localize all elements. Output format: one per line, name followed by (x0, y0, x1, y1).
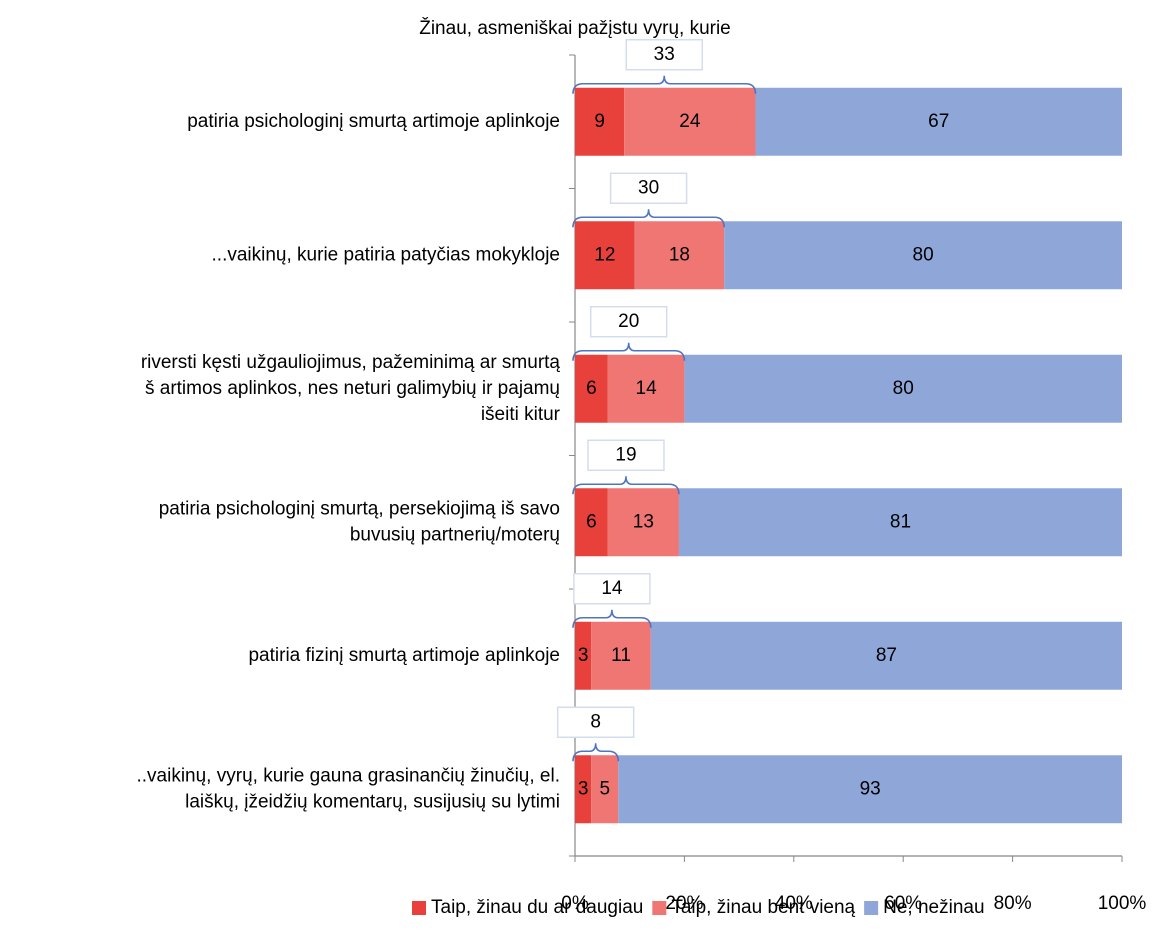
bar-segment (650, 621, 1122, 690)
bar-segment (678, 488, 1122, 557)
legend-swatch (652, 901, 667, 915)
data-label: 14 (636, 378, 658, 399)
x-tick-label: 100% (1098, 893, 1147, 914)
x-tick-label: 20% (665, 893, 703, 914)
data-label: 13 (633, 511, 654, 532)
y-tick-label: ...vaikinų, kurie patiria patyčias mokyk… (212, 244, 560, 265)
bar-segment (591, 621, 651, 690)
total-brace (572, 209, 725, 228)
bar-segment (618, 755, 1122, 824)
x-tick-label: 40% (775, 893, 813, 914)
bar-segment (575, 755, 592, 824)
y-tick-label: patiria fizinį smurtą artimoje aplinkoje (248, 645, 560, 666)
data-label: 80 (893, 378, 914, 399)
data-label: 3 (578, 778, 589, 799)
y-tick-label: laiškų, įžeidžių komentarų, susijusių su… (185, 791, 560, 812)
chart-title: Žinau, asmeniškai pažįstu vyrų, kurie (419, 17, 731, 39)
data-label: 9 (594, 111, 605, 132)
legend-swatch (864, 901, 879, 915)
data-label: 80 (913, 244, 934, 265)
x-tick-label: 60% (884, 893, 922, 914)
y-tick-label: patiria psichologinį smurtą artimoje apl… (187, 111, 560, 132)
data-label: 6 (586, 378, 597, 399)
data-label: 11 (611, 645, 631, 666)
y-tick-label: š artimos aplinkos, nes neturi galimybių… (145, 378, 560, 399)
y-tick-label: buvusių partnerių/moterų (350, 524, 560, 545)
legend-swatch (412, 901, 426, 915)
bar-segment (591, 755, 619, 824)
total-brace (572, 743, 620, 762)
bar-segment (607, 354, 685, 423)
total-brace (572, 476, 680, 495)
total-label: 8 (590, 711, 601, 732)
bar-segment (575, 354, 608, 423)
total-label: 19 (615, 444, 636, 465)
total-box (625, 39, 704, 71)
total-brace (572, 75, 757, 94)
data-label: 87 (876, 645, 897, 666)
data-label: 18 (669, 244, 690, 265)
y-tick-label: riversti kęsti užgauliojimus, pažeminimą… (141, 352, 561, 373)
bar-segment (624, 87, 756, 156)
total-box (609, 172, 688, 204)
data-label: 12 (594, 244, 615, 265)
legend-label: Taip, žinau du ar daugiau (431, 897, 643, 918)
bar-segment (575, 87, 625, 156)
legend-label: Taip, žinau bent vieną (671, 897, 855, 918)
data-label: 81 (890, 511, 911, 532)
legend-label: Ne, nežinau (883, 897, 984, 918)
total-box (573, 573, 651, 605)
total-label: 33 (654, 44, 675, 65)
total-label: 30 (638, 177, 659, 198)
total-box (556, 706, 635, 738)
bar-segment (684, 354, 1122, 423)
bar-segment (575, 488, 608, 557)
data-label: 24 (679, 111, 701, 132)
y-tick-label: išeiti kitur (481, 404, 561, 425)
data-label: 5 (599, 778, 610, 799)
data-label: 6 (586, 511, 597, 532)
data-label: 93 (860, 778, 881, 799)
data-label: 67 (928, 111, 949, 132)
bar-segment (575, 221, 635, 290)
bar-segment (724, 221, 1122, 290)
y-tick-label: patiria psichologinį smurtą, persekiojim… (159, 498, 560, 519)
x-tick-label: 80% (994, 893, 1032, 914)
total-brace (572, 609, 652, 628)
data-label: 3 (578, 645, 589, 666)
total-label: 14 (601, 578, 623, 599)
total-brace (572, 342, 686, 361)
total-box (587, 439, 665, 471)
bar-segment (607, 488, 679, 557)
bar-segment (634, 221, 725, 290)
total-label: 20 (618, 311, 639, 332)
y-tick-label: ..vaikinų, vyrų, kurie gauna grasinančių… (136, 765, 560, 786)
bar-segment (575, 621, 592, 690)
total-box (589, 306, 668, 338)
x-tick-label: 0% (561, 893, 589, 914)
bar-segment (755, 87, 1122, 156)
